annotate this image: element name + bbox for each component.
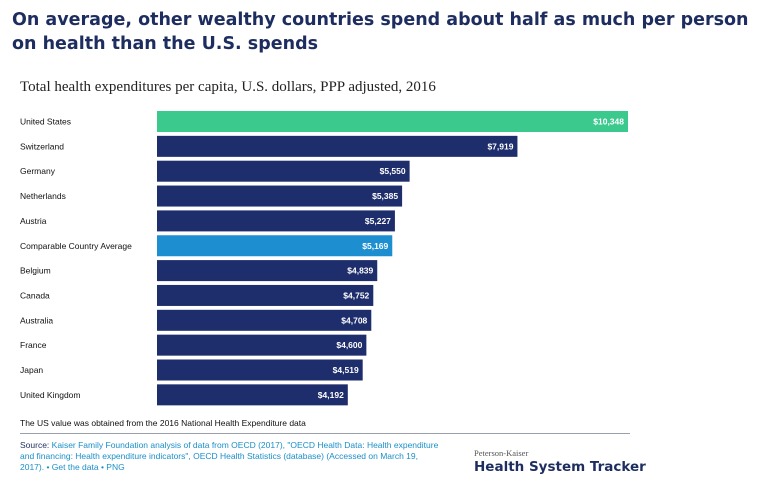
bar[interactable] bbox=[157, 359, 363, 381]
category-label: Netherlands bbox=[20, 191, 66, 201]
bar[interactable] bbox=[157, 210, 395, 232]
divider bbox=[20, 433, 630, 434]
source-label: Source: bbox=[20, 440, 52, 450]
brand-small-text: Peterson-Kaiser bbox=[474, 448, 529, 458]
value-label: $10,348 bbox=[593, 117, 624, 127]
value-label: $7,919 bbox=[487, 141, 513, 151]
value-label: $5,169 bbox=[362, 241, 388, 251]
category-label: Canada bbox=[20, 290, 50, 300]
value-label: $4,752 bbox=[343, 290, 369, 300]
category-label: United Kingdom bbox=[20, 390, 80, 400]
bar[interactable] bbox=[157, 111, 628, 132]
value-label: $4,600 bbox=[336, 340, 362, 350]
bar-chart: United States $10,348 Switzerland $7,919 Ger… bbox=[20, 111, 628, 406]
category-label: Japan bbox=[20, 365, 43, 375]
value-label: $4,839 bbox=[347, 266, 373, 276]
category-label: Austria bbox=[20, 216, 47, 226]
bar[interactable] bbox=[157, 334, 367, 356]
category-label: Australia bbox=[20, 315, 53, 325]
bar[interactable] bbox=[157, 135, 518, 157]
category-label: Germany bbox=[20, 166, 56, 176]
value-label: $5,227 bbox=[365, 216, 391, 226]
category-label: United States bbox=[20, 117, 71, 127]
brand-logo: Peterson-Kaiser Health System Tracker bbox=[474, 448, 646, 475]
bar[interactable] bbox=[157, 235, 393, 257]
footnote: The US value was obtained from the 2016 … bbox=[20, 418, 306, 428]
category-label: Switzerland bbox=[20, 141, 64, 151]
value-label: $4,519 bbox=[333, 365, 359, 375]
value-label: $4,708 bbox=[341, 315, 367, 325]
bar[interactable] bbox=[157, 284, 374, 306]
bar[interactable] bbox=[157, 185, 403, 207]
chart-title: Total health expenditures per capita, U.… bbox=[20, 79, 436, 95]
chart-headline: On average, other wealthy countries spen… bbox=[12, 10, 749, 54]
source-note: Source: Kaiser Family Foundation analysi… bbox=[20, 440, 440, 473]
source-text[interactable]: Kaiser Family Foundation analysis of dat… bbox=[20, 440, 439, 472]
bar[interactable] bbox=[157, 260, 378, 282]
value-label: $5,550 bbox=[380, 166, 406, 176]
bar[interactable] bbox=[157, 384, 348, 406]
value-label: $4,192 bbox=[318, 390, 344, 400]
value-label: $5,385 bbox=[372, 191, 398, 201]
bar[interactable] bbox=[157, 309, 372, 331]
brand-large-text: Health System Tracker bbox=[474, 459, 646, 475]
category-label: Comparable Country Average bbox=[20, 241, 132, 251]
bar[interactable] bbox=[157, 160, 410, 182]
category-label: France bbox=[20, 340, 47, 350]
category-label: Belgium bbox=[20, 266, 51, 276]
